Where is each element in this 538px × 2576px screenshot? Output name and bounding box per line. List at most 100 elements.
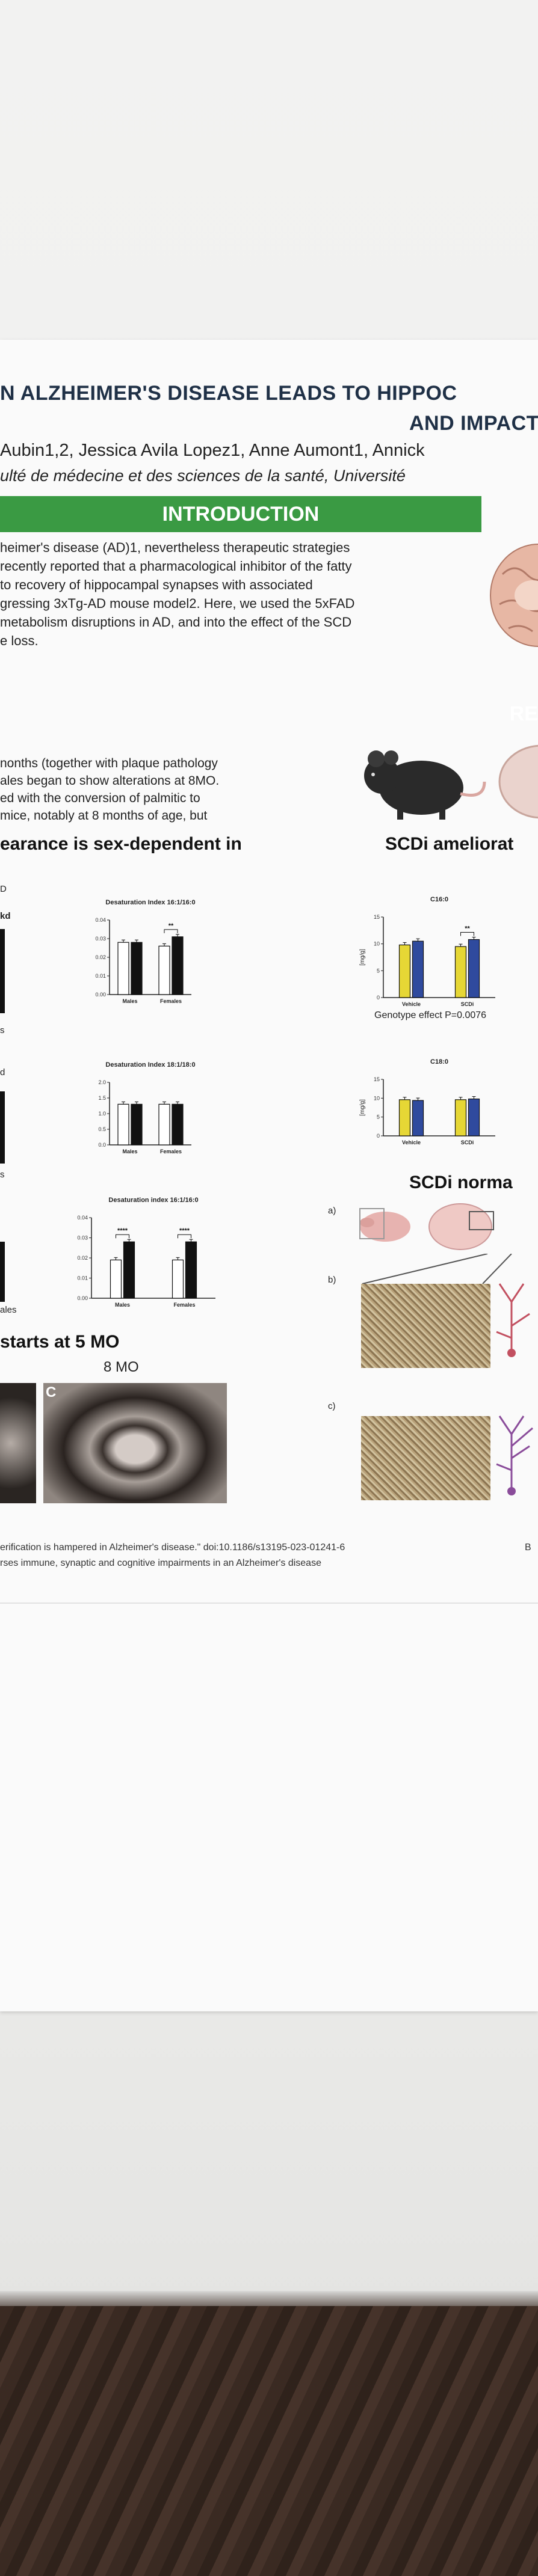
bar — [158, 945, 170, 995]
brain-slice-diagram — [359, 1203, 494, 1250]
significance-bracket — [460, 932, 474, 936]
significance-bracket — [116, 1234, 129, 1239]
chart-desaturation-16-1: Desaturation Index 16:1/16:0 0.00 0.01 0.02… — [95, 899, 195, 1004]
bar — [131, 942, 143, 995]
histology-image-b — [361, 1284, 490, 1368]
chart-ylabel: [mg/g] — [359, 1099, 366, 1116]
intro-line: recently reported that a pharmacological… — [0, 559, 352, 574]
x-tick-label: SCDi — [461, 1001, 474, 1007]
bar — [172, 936, 184, 995]
significance-label: **** — [179, 1227, 190, 1234]
x-tick-label: SCDi — [461, 1139, 474, 1145]
connector-lines — [362, 1254, 512, 1284]
poster-title-line2: AND IMPACT — [409, 412, 538, 435]
intro-line: heimer's disease (AD)1, nevertheless the… — [0, 540, 350, 555]
genotype-effect-note: Genotype effect P=0.0076 — [374, 1010, 487, 1020]
bar — [412, 1100, 424, 1136]
x-tick-label: Males — [122, 998, 137, 1004]
x-tick-label: Females — [160, 1148, 182, 1155]
bar — [412, 940, 424, 998]
y-tick-label: 5 — [377, 1114, 380, 1120]
bar — [123, 1241, 135, 1299]
bar — [172, 1259, 184, 1299]
intro-line: to recovery of hippocampal synapses with… — [0, 577, 313, 592]
chart-desaturation-18-1: Desaturation Index 18:1/18:0 0.0 0.5 1.0 1.5… — [98, 1061, 195, 1155]
significance-bracket — [164, 929, 178, 933]
bar — [468, 1098, 480, 1136]
poster: N ALZHEIMER'S DISEASE LEADS TO HIPPOC AN… — [0, 340, 538, 2011]
brain-section-illustration — [498, 744, 538, 819]
y-tick-label: 10 — [374, 941, 380, 947]
fragment-label: d — [0, 1067, 5, 1078]
y-tick-label: 15 — [374, 914, 380, 920]
intro-header-bar: INTRODUCTION — [0, 496, 481, 532]
histology-image-left — [0, 1383, 36, 1503]
chart-title: C18:0 — [430, 1058, 448, 1066]
y-tick-label: 0.5 — [98, 1126, 106, 1132]
left-subhead: earance is sex-dependent in — [0, 834, 242, 854]
x-tick-label: Males — [122, 1148, 137, 1155]
floor — [0, 2306, 538, 2576]
poster-divider — [0, 1602, 538, 1604]
panel-label-c: c) — [328, 1401, 336, 1411]
histology-image-c-panel: C — [43, 1383, 227, 1503]
y-tick-label: 1.5 — [98, 1095, 106, 1101]
chart-title: Desaturation Index 18:1/18:0 — [105, 1061, 195, 1069]
fragment-bar — [0, 929, 5, 1013]
y-tick-label: 0.02 — [77, 1255, 88, 1261]
fragment-label: s — [0, 1025, 5, 1035]
poster-affiliation: ulté de médecine et des sciences de la s… — [0, 467, 406, 485]
significance-label: ** — [169, 922, 174, 930]
months-label: 8 MO — [104, 1359, 139, 1375]
x-tick-label: Females — [173, 1302, 195, 1308]
y-tick-label: 1.0 — [98, 1111, 106, 1117]
bottom-left-subhead: starts at 5 MO — [0, 1332, 120, 1352]
results-line: mice, notably at 8 months of age, but — [0, 809, 208, 823]
y-tick-label: 0.03 — [77, 1235, 88, 1241]
panel-letter-c: C — [46, 1384, 57, 1400]
right-subhead-2: SCDi norma — [409, 1173, 513, 1192]
neuron-illustration-b — [496, 1283, 530, 1357]
chart-title: Desaturation Index 16:1/16:0 — [105, 899, 195, 906]
x-tick-label: Vehicle — [402, 1001, 421, 1007]
chart-ylabel: [mg/g] — [359, 949, 366, 966]
results-header-text: RE — [509, 702, 538, 725]
reference-fragment: B — [525, 1542, 531, 1553]
y-tick-label: 0.00 — [77, 1295, 88, 1301]
y-tick-label: 0.01 — [95, 973, 106, 979]
fragment-label: ales — [0, 1305, 17, 1315]
intro-line: e loss. — [0, 633, 39, 648]
results-line: nonths (together with plaque pathology — [0, 756, 218, 770]
right-subhead-1: SCDi ameliorat — [385, 834, 514, 854]
y-tick-label: 0.00 — [95, 992, 106, 998]
poster-title-line1: N ALZHEIMER'S DISEASE LEADS TO HIPPOC — [0, 382, 457, 405]
significance-label: **** — [117, 1227, 128, 1234]
bar — [185, 1241, 197, 1299]
y-tick-label: 2.0 — [98, 1079, 106, 1085]
x-tick-label: Males — [115, 1302, 130, 1308]
reference-line: erification is hampered in Alzheimer's d… — [0, 1542, 345, 1553]
bar — [454, 946, 467, 998]
bar — [117, 942, 129, 995]
histology-image-c — [361, 1416, 490, 1500]
bar — [110, 1259, 122, 1299]
x-tick-label: Vehicle — [402, 1139, 421, 1145]
y-tick-label: 0 — [377, 1133, 380, 1139]
results-left-text: nonths (together with plaque pathology a… — [0, 755, 219, 824]
fragment-label: s — [0, 1170, 5, 1180]
chart-c18-0: C18:0 [mg/g] 0 5 10 15 Vehicle SCDi — [359, 1058, 495, 1145]
chart-desaturation-16-1-b: Desaturation index 16:1/16:0 0.00 0.01 0.02… — [77, 1197, 215, 1308]
intro-line: gressing 3xTg-AD mouse model2. Here, we … — [0, 596, 355, 611]
y-tick-label: 0 — [377, 995, 380, 1001]
panel-label-a: a) — [328, 1206, 336, 1216]
y-tick-label: 0.03 — [95, 936, 106, 942]
bar — [468, 939, 480, 998]
fragment-bar — [0, 1242, 5, 1302]
reference-line: rses immune, synaptic and cognitive impa… — [0, 1558, 321, 1568]
bar — [172, 1103, 184, 1145]
y-tick-label: 10 — [374, 1095, 380, 1101]
intro-line: metabolism disruptions in AD, and into t… — [0, 615, 352, 630]
y-tick-label: 15 — [374, 1076, 380, 1082]
intro-text: heimer's disease (AD)1, nevertheless the… — [0, 538, 354, 650]
y-tick-label: 0.04 — [77, 1215, 88, 1221]
